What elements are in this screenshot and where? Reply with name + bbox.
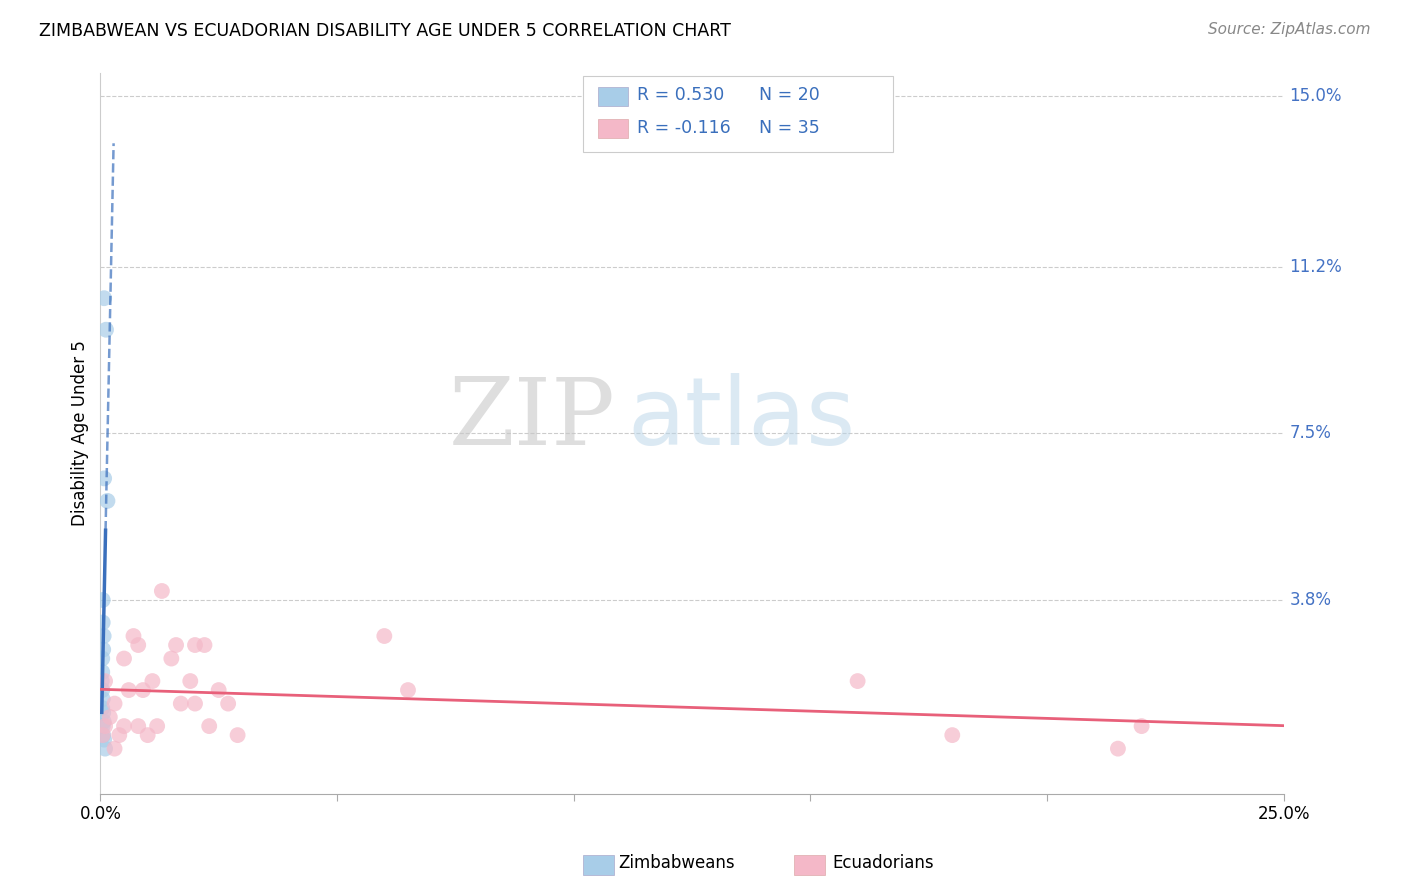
Point — [103, 697, 125, 711]
Point — [127, 638, 149, 652]
Point — [94, 674, 117, 689]
Point — [1107, 741, 1129, 756]
Text: Source: ZipAtlas.com: Source: ZipAtlas.com — [1208, 22, 1371, 37]
Text: 7.5%: 7.5% — [1289, 425, 1331, 442]
Point — [226, 728, 249, 742]
Point — [150, 584, 173, 599]
Point — [141, 674, 163, 689]
Point — [91, 692, 114, 706]
Point — [184, 638, 207, 652]
Text: 3.8%: 3.8% — [1289, 591, 1331, 609]
Y-axis label: Disability Age Under 5: Disability Age Under 5 — [72, 341, 89, 526]
Point — [91, 651, 114, 665]
Point — [136, 728, 159, 742]
Point — [1130, 719, 1153, 733]
Point — [118, 683, 141, 698]
Text: ZIMBABWEAN VS ECUADORIAN DISABILITY AGE UNDER 5 CORRELATION CHART: ZIMBABWEAN VS ECUADORIAN DISABILITY AGE … — [39, 22, 731, 40]
Point — [91, 615, 114, 630]
Point — [91, 665, 114, 679]
Point — [94, 741, 117, 756]
Point — [127, 719, 149, 733]
Text: Ecuadorians: Ecuadorians — [832, 855, 934, 872]
Point — [91, 706, 114, 720]
Point — [160, 651, 183, 665]
Point — [396, 683, 419, 698]
Point — [146, 719, 169, 733]
Point — [941, 728, 963, 742]
Text: atlas: atlas — [627, 373, 855, 465]
Text: R = 0.530: R = 0.530 — [637, 87, 724, 104]
Point — [90, 674, 112, 689]
Point — [91, 593, 114, 607]
Point — [91, 728, 114, 742]
Text: 15.0%: 15.0% — [1289, 87, 1341, 104]
Point — [108, 728, 131, 742]
Point — [373, 629, 395, 643]
Point — [91, 701, 114, 715]
Text: N = 35: N = 35 — [759, 119, 820, 136]
Point — [112, 719, 135, 733]
Point — [91, 642, 114, 657]
Point — [93, 629, 115, 643]
Point — [193, 638, 215, 652]
Text: R = -0.116: R = -0.116 — [637, 119, 731, 136]
Point — [103, 741, 125, 756]
Point — [91, 719, 114, 733]
Point — [170, 697, 193, 711]
Point — [94, 719, 117, 733]
Point — [96, 494, 118, 508]
Point — [122, 629, 145, 643]
Point — [98, 710, 121, 724]
Point — [93, 291, 115, 305]
Point — [208, 683, 231, 698]
Text: N = 20: N = 20 — [759, 87, 820, 104]
Point — [94, 323, 117, 337]
Point — [165, 638, 187, 652]
Text: ZIP: ZIP — [449, 374, 614, 464]
Point — [91, 683, 114, 698]
Point — [91, 728, 114, 742]
Text: Zimbabweans: Zimbabweans — [619, 855, 735, 872]
Point — [184, 697, 207, 711]
Point — [217, 697, 239, 711]
Point — [198, 719, 221, 733]
Point — [93, 714, 115, 729]
Point — [846, 674, 869, 689]
Point — [132, 683, 155, 698]
Point — [93, 732, 115, 747]
Point — [179, 674, 201, 689]
Text: 11.2%: 11.2% — [1289, 258, 1343, 276]
Point — [93, 471, 115, 485]
Point — [112, 651, 135, 665]
